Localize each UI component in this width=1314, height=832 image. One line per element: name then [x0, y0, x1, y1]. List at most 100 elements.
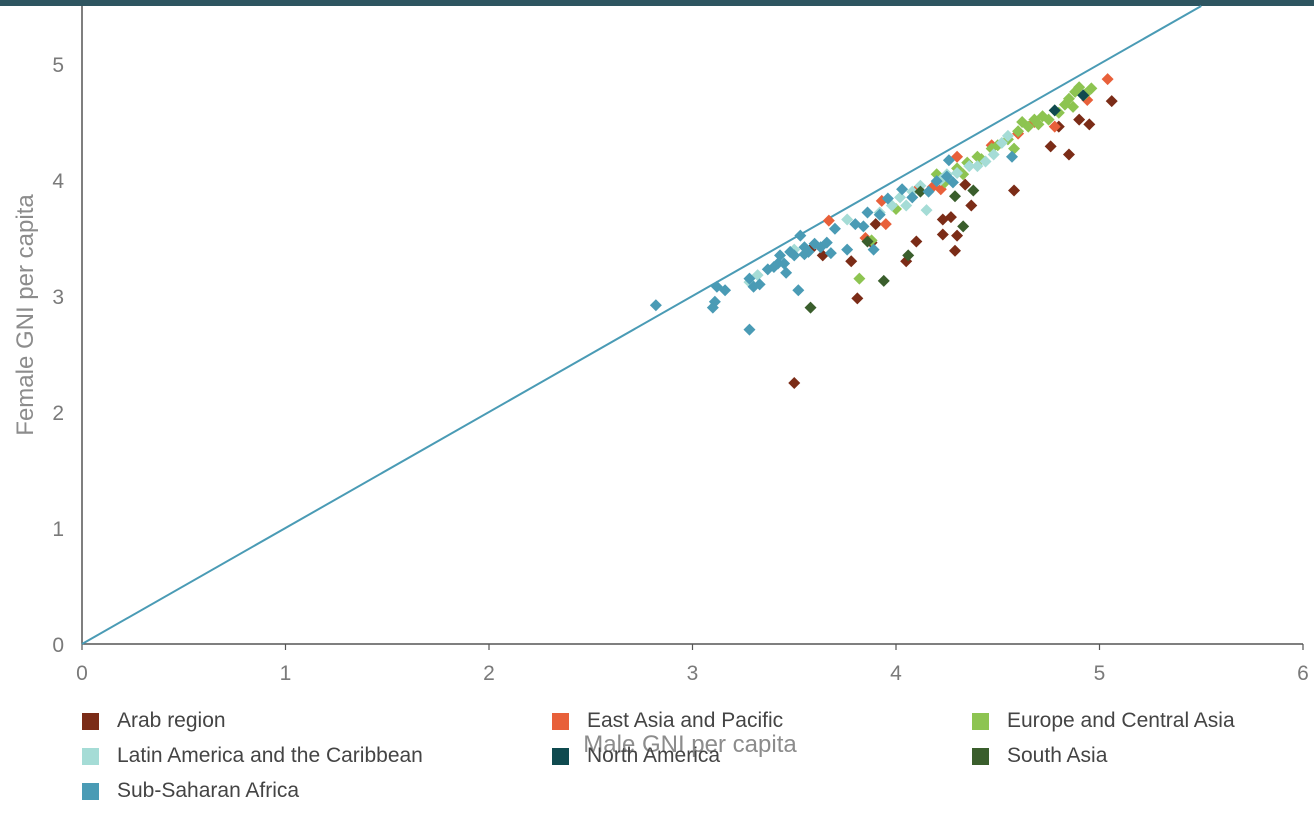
series-south-asia — [804, 184, 980, 314]
data-point — [802, 245, 815, 258]
data-point — [1073, 81, 1086, 94]
data-point — [951, 167, 964, 180]
x-tick-label: 2 — [483, 662, 495, 685]
y-tick-label: 0 — [52, 634, 64, 657]
data-point — [774, 249, 787, 262]
y-tick-label: 3 — [52, 286, 64, 309]
data-point — [822, 214, 835, 227]
data-point — [1085, 82, 1098, 95]
data-point — [784, 245, 797, 258]
legend-label: North America — [587, 744, 721, 767]
data-point — [920, 204, 933, 217]
data-point — [824, 247, 837, 260]
equality-line — [81, 5, 1202, 645]
data-point — [914, 185, 927, 198]
legend-item: North America — [552, 741, 720, 771]
data-point — [845, 255, 858, 268]
data-point — [649, 299, 662, 312]
data-point — [881, 192, 894, 205]
data-point — [896, 183, 909, 196]
data-point — [861, 206, 874, 219]
data-point — [942, 154, 955, 167]
legend-item: Arab region — [82, 706, 226, 736]
data-point — [719, 284, 732, 297]
data-point — [967, 184, 980, 197]
data-point — [949, 190, 962, 203]
data-point — [743, 323, 756, 336]
legend-label: South Asia — [1007, 744, 1108, 767]
data-point — [1012, 125, 1025, 138]
data-point — [963, 160, 976, 173]
x-tick-label: 5 — [1094, 662, 1106, 685]
legend-swatch — [552, 712, 569, 730]
data-point — [1062, 148, 1075, 161]
data-point — [841, 213, 854, 226]
data-point — [828, 222, 841, 235]
data-point — [951, 229, 964, 242]
legend-item: Europe and Central Asia — [972, 706, 1235, 736]
data-point — [841, 243, 854, 256]
top-rule — [0, 0, 1314, 6]
data-point — [1008, 184, 1021, 197]
data-point — [1016, 116, 1029, 128]
data-point — [1077, 89, 1090, 102]
data-point — [1105, 95, 1118, 108]
data-point — [971, 160, 984, 173]
data-point — [794, 229, 807, 242]
data-point — [853, 272, 866, 285]
data-point — [1044, 140, 1057, 153]
data-point — [946, 176, 959, 189]
legend-swatch — [552, 747, 569, 765]
data-point — [906, 191, 919, 204]
legend-item: Sub-Saharan Africa — [82, 776, 299, 806]
data-point — [753, 278, 766, 291]
data-point — [979, 155, 992, 168]
x-tick-label: 4 — [890, 662, 902, 685]
data-point — [798, 248, 811, 261]
x-tick-label: 3 — [687, 662, 699, 685]
legend-label: Arab region — [117, 709, 226, 732]
legend-item: South Asia — [972, 741, 1107, 771]
data-point — [873, 208, 886, 221]
data-point — [1048, 104, 1061, 117]
legend-swatch — [972, 747, 989, 765]
data-point — [780, 266, 793, 279]
data-point — [1042, 113, 1055, 126]
data-point — [900, 199, 913, 212]
x-tick-label: 6 — [1297, 662, 1309, 685]
y-tick-label: 5 — [52, 54, 64, 77]
data-point — [857, 220, 870, 233]
reference-line-layer — [81, 5, 1202, 645]
y-tick-label: 1 — [52, 518, 64, 541]
data-point — [778, 257, 791, 270]
data-point — [995, 136, 1008, 149]
y-tick-label: 4 — [52, 170, 64, 193]
data-point — [804, 301, 817, 314]
axes: 0 1 2 3 4 5 6 0 1 2 3 4 5 — [52, 6, 1309, 685]
scatter-chart: 0 1 2 3 4 5 6 0 1 2 3 4 5 Male GNI per capita Female… — [12, 5, 1309, 758]
data-point — [1001, 129, 1014, 142]
data-point — [743, 272, 756, 285]
data-point — [1005, 150, 1018, 163]
data-point — [879, 218, 892, 231]
data-point — [708, 295, 721, 308]
data-point — [1048, 120, 1061, 133]
data-point — [959, 178, 972, 191]
data-point — [1083, 118, 1096, 131]
x-tick-label: 1 — [280, 662, 292, 685]
legend-swatch — [82, 782, 99, 800]
data-point — [957, 220, 970, 233]
legend-item: East Asia and Pacific — [552, 706, 783, 736]
legend-swatch — [82, 747, 99, 765]
data-point — [867, 243, 880, 256]
y-axis-title: Female GNI per capita — [12, 194, 39, 436]
data-point — [1073, 113, 1086, 126]
data-point — [1067, 100, 1080, 113]
data-points — [649, 73, 1118, 389]
data-point — [877, 274, 890, 287]
legend-label: East Asia and Pacific — [587, 709, 784, 732]
data-point — [861, 235, 874, 248]
data-point — [851, 292, 864, 305]
legend-label: Europe and Central Asia — [1007, 709, 1235, 732]
data-point — [965, 199, 978, 212]
